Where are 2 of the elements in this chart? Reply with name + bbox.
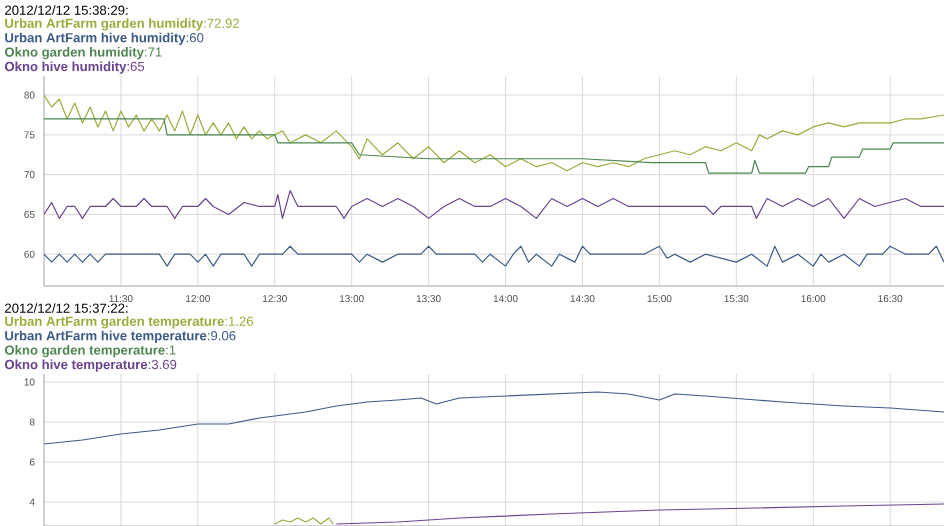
line-series [44, 118, 945, 174]
line-series [335, 503, 945, 525]
